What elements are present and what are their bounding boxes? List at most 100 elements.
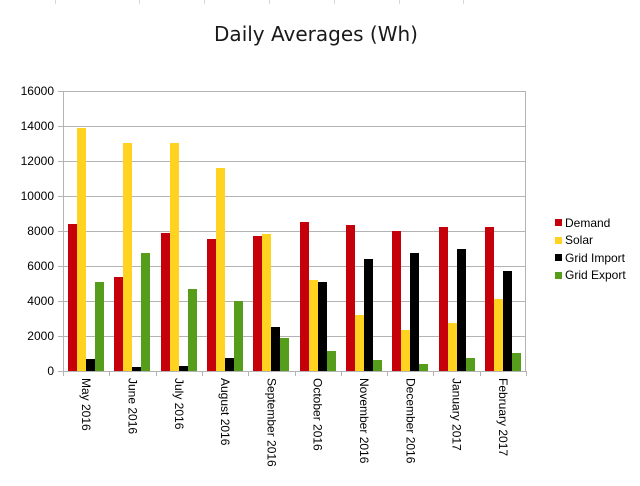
y-tick [58,126,63,127]
gridline [63,301,526,302]
x-category-label: August 2016 [218,378,233,446]
top-tick [269,0,270,4]
legend-swatch-icon [555,236,562,244]
x-tick [63,371,64,376]
x-tick [433,371,435,376]
gridline [63,196,526,197]
legend-item-grid-import: Grid Import [555,249,626,267]
y-tick-label: 16000 [20,84,54,98]
gridline [63,336,526,337]
bar-grid-export [419,364,429,371]
y-tick [58,91,63,92]
bar-grid-export [95,281,105,371]
gridline [63,126,526,127]
x-category-label: October 2016 [310,378,325,451]
x-tick [155,371,157,376]
chart-title: Daily Averages (Wh) [214,22,418,46]
y-tick [58,196,63,197]
x-tick [340,371,342,376]
x-category-label: November 2016 [356,378,371,464]
x-tick [479,371,481,376]
bar-solar [262,233,272,371]
bar-demand [392,231,402,371]
bar-grid-import [225,358,235,371]
legend-label: Grid Export [565,268,626,283]
bar-grid-import [317,281,327,371]
bar-grid-export [326,351,336,371]
y-tick-label: 14000 [20,119,54,133]
x-category-label: December 2016 [403,378,418,464]
legend-label: Demand [565,215,611,230]
bar-demand [438,226,448,371]
bar-grid-export [280,337,290,371]
bar-grid-import [86,358,96,371]
bar-grid-export [234,301,244,371]
legend: Demand Solar Grid Import Grid Export [555,214,626,284]
bar-grid-import [271,327,281,371]
bar-solar [216,168,226,371]
y-tick [58,231,63,232]
legend-swatch-icon [555,254,562,262]
bar-demand [207,239,217,371]
plot-area [63,91,526,371]
bar-grid-import [410,253,420,371]
y-tick [58,266,63,267]
gridline [63,91,526,92]
y-tick [58,301,63,302]
bar-solar [123,142,133,371]
bar-grid-export [465,358,475,371]
bar-grid-import [363,259,373,371]
gridline [63,266,526,267]
bar-grid-import [178,365,188,371]
legend-item-grid-export: Grid Export [555,267,626,285]
legend-item-demand: Demand [555,214,626,232]
bar-grid-import [132,366,142,371]
bar-solar [77,127,87,371]
bar-grid-export [372,359,382,371]
y-axis [63,91,64,373]
legend-label: Grid Import [565,250,626,265]
x-category-label: January 2017 [449,378,464,451]
top-edge-ticks [0,0,640,5]
y-tick-label: 2000 [27,329,54,343]
gridline [63,161,526,162]
legend-item-solar: Solar [555,232,626,250]
legend-label: Solar [565,233,594,248]
top-tick [204,0,205,4]
bar-grid-export [187,288,197,371]
bar-grid-export [511,352,521,371]
bar-solar [493,299,503,371]
bar-grid-import [456,249,466,371]
x-category-label: June 2016 [125,378,140,435]
bar-demand [68,224,78,371]
bar-grid-import [502,271,512,371]
bar-demand [114,277,124,371]
x-tick [526,371,527,376]
bar-solar [169,142,179,371]
y-tick-label: 8000 [27,224,54,238]
x-category-label: September 2016 [264,378,279,467]
legend-swatch-icon [555,219,562,227]
bar-demand [345,225,355,371]
x-category-label: May 2016 [79,378,94,431]
bar-solar [447,323,457,371]
top-tick [399,0,400,4]
gridline [63,231,526,232]
y-tick-label: 0 [47,364,54,378]
x-tick [109,371,111,376]
x-tick [387,371,389,376]
legend-swatch-icon [555,271,562,279]
y-tick-label: 10000 [20,189,54,203]
bar-demand [253,236,263,371]
x-tick [294,371,296,376]
bar-demand [160,232,170,371]
x-category-label: July 2016 [171,378,186,430]
bar-demand [299,222,309,371]
x-tick [201,371,203,376]
x-tick [248,371,250,376]
y-tick [58,336,63,337]
y-tick-label: 12000 [20,154,54,168]
bar-solar [354,315,364,371]
top-tick [139,0,140,4]
y-tick [58,371,63,372]
